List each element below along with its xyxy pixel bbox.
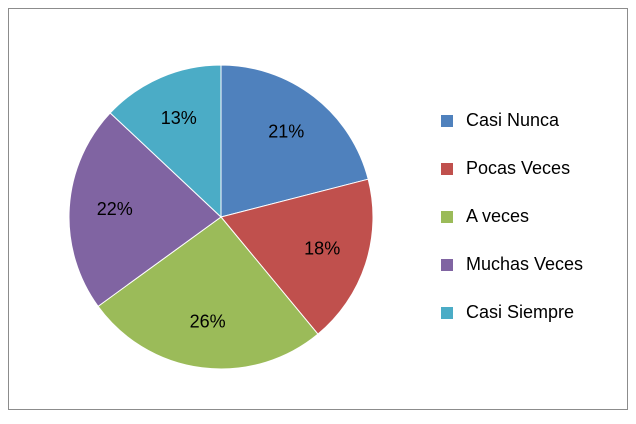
legend-label: Casi Nunca <box>466 110 560 130</box>
legend-swatch <box>441 259 453 271</box>
pie-slice <box>220 178 374 335</box>
pie-slice <box>68 112 222 308</box>
pie-slice <box>220 64 369 218</box>
legend-label: Casi Siempre <box>466 302 574 322</box>
legend-swatch <box>441 307 453 319</box>
data-label: 21% <box>268 122 304 142</box>
data-label: 26% <box>190 311 226 331</box>
legend-swatch <box>441 163 453 175</box>
data-label: 13% <box>161 108 197 128</box>
data-label: 18% <box>304 239 340 259</box>
legend-label: Muchas Veces <box>466 254 583 274</box>
legend-swatch <box>441 115 453 127</box>
legend-swatch <box>441 211 453 223</box>
pie-slice <box>97 216 319 370</box>
legend-label: A veces <box>466 206 529 226</box>
data-label: 22% <box>97 199 133 219</box>
legend-label: Pocas Veces <box>466 158 570 178</box>
pie-slice <box>109 64 222 219</box>
